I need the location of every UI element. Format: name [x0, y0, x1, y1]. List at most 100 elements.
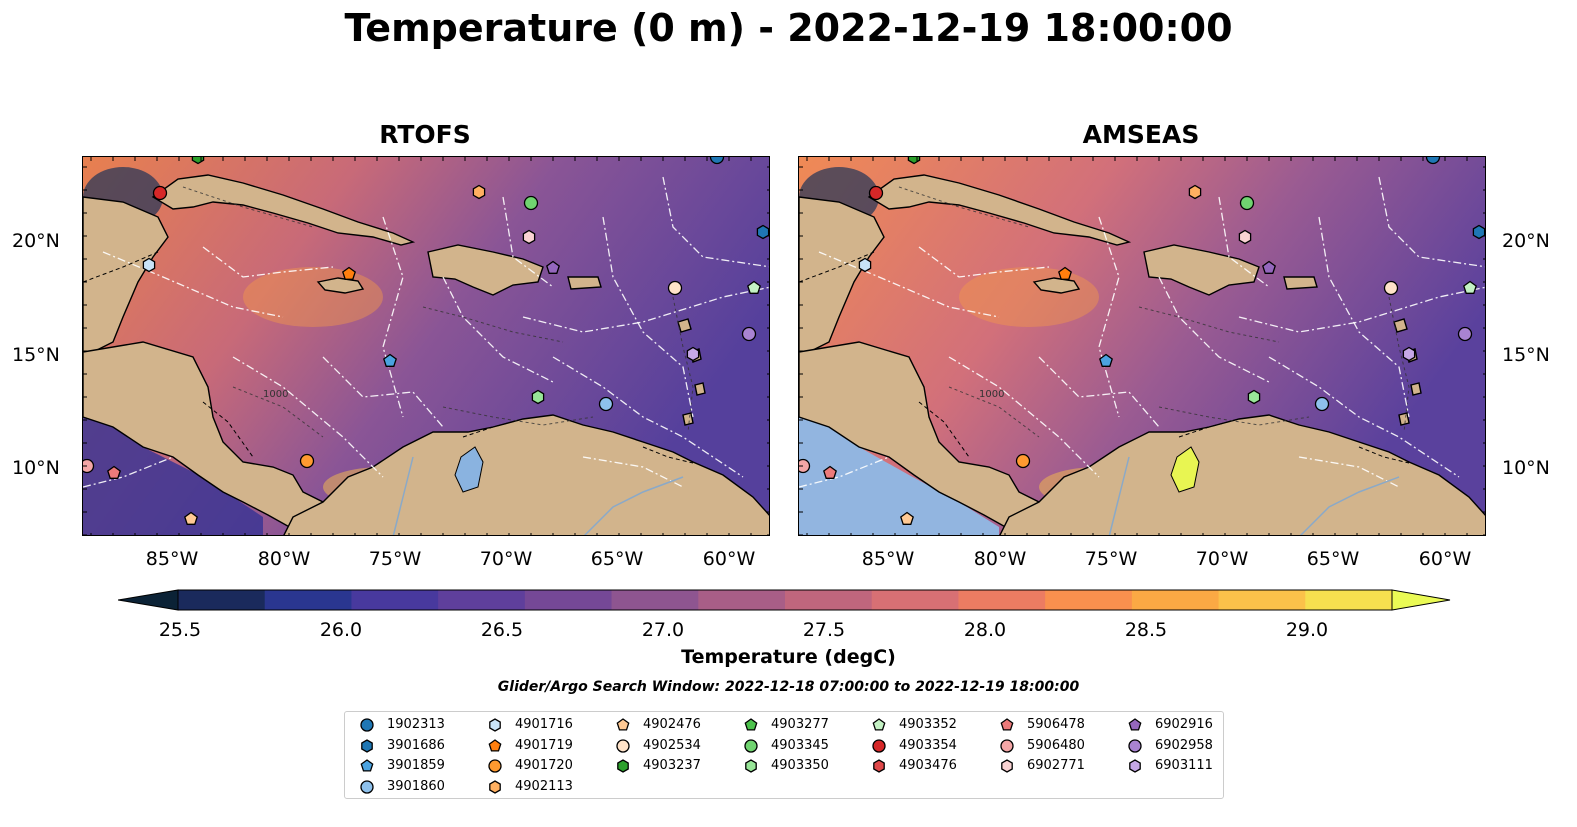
legend-marker-pentagon: [616, 718, 630, 731]
y-tick-label: 15°N: [12, 344, 60, 366]
legend-label: 4901716: [515, 717, 573, 732]
land-mass: [316, 277, 365, 294]
x-tick-label: 75°W: [1084, 548, 1138, 570]
x-tick-label: 60°W: [1418, 548, 1472, 570]
colorbar-tick-label: 29.0: [1285, 619, 1329, 641]
float-marker-3901686: [1472, 224, 1485, 240]
float-marker-1902313: [1425, 157, 1441, 165]
isobath-label: 1000: [979, 389, 1004, 400]
float-marker-4903350: [531, 389, 545, 405]
legend-marker-circle: [1000, 738, 1014, 753]
x-tick-label: 60°W: [702, 548, 756, 570]
x-tick-label: 65°W: [1306, 548, 1360, 570]
panel-title-amseas: AMSEAS: [1082, 120, 1200, 149]
legend-label: 4901719: [515, 737, 573, 753]
legend-marker-hexagon: [745, 759, 757, 773]
colorbar-segment: [958, 590, 1046, 610]
land-mass: [694, 382, 706, 396]
lake-maracaibo: [1170, 446, 1200, 493]
legend-label: 4902476: [643, 717, 701, 732]
x-tick-label: 70°W: [479, 548, 533, 570]
float-legend: 1902313 3901686 3901859 3901860 4901716 49017…: [344, 711, 1224, 799]
float-marker-6902958: [741, 326, 757, 342]
colorbar-tick-label: 27.0: [641, 619, 685, 641]
float-marker-3901686: [756, 224, 769, 240]
map-panel-rtofs: 1000: [82, 156, 770, 536]
legend-marker-circle: [616, 738, 630, 753]
float-marker-5906478: [107, 465, 121, 479]
float-marker-6902916: [546, 260, 560, 274]
colorbar-tick-label: 25.5: [158, 619, 202, 641]
legend-marker-hexagon: [1001, 759, 1013, 773]
legend-label: 4901720: [515, 758, 573, 773]
colorbar-segment: [871, 590, 959, 610]
float-marker-4903352: [1463, 280, 1477, 294]
figure-title: Temperature (0 m) - 2022-12-19 18:00:00: [344, 6, 1233, 50]
x-tick-label: 75°W: [368, 548, 422, 570]
float-marker-4901719: [342, 266, 356, 280]
float-marker-4902113: [1188, 184, 1202, 200]
colorbar-segment: [178, 590, 266, 610]
legend-marker-circle: [744, 738, 758, 753]
float-marker-4903352: [747, 280, 761, 294]
land-mass: [682, 412, 694, 426]
x-tick-label: 85°W: [861, 548, 915, 570]
legend-marker-circle: [872, 738, 886, 753]
float-marker-4903354: [152, 185, 168, 201]
isobath-label: 1000: [263, 389, 288, 400]
float-marker-6902916: [1262, 260, 1276, 274]
legend-marker-circle: [1128, 738, 1142, 753]
land-mass: [1032, 277, 1081, 294]
x-tick-label: 80°W: [257, 548, 311, 570]
land-mass: [1393, 318, 1408, 333]
colorbar-extend-min: [118, 589, 179, 611]
float-marker-4902534: [1383, 280, 1399, 296]
y-tick-label: 10°N: [12, 457, 60, 479]
legend-marker-circle: [488, 759, 502, 773]
legend-label: 5906478: [1027, 717, 1085, 732]
y-tick-label: 15°N: [1502, 344, 1550, 366]
legend-label: 3901859: [387, 758, 445, 773]
land-mass: [427, 244, 544, 296]
colorbar-segment: [785, 590, 873, 610]
legend-marker-pentagon: [488, 738, 502, 752]
float-marker-5906480: [799, 458, 811, 474]
float-marker-6902958: [1457, 326, 1473, 342]
legend-marker-hexagon: [489, 779, 501, 794]
legend-label: 4902113: [515, 778, 573, 794]
legend-label: 4903277: [771, 717, 829, 732]
float-marker-1902313: [709, 157, 725, 165]
float-marker-3901860: [1314, 396, 1330, 412]
colorbar-tick-label: 28.0: [963, 619, 1007, 641]
land-mass: [867, 174, 1132, 246]
float-marker-6902771: [1238, 229, 1252, 245]
colorbar-tick-label: 28.5: [1124, 619, 1168, 641]
float-marker-4903345: [1239, 195, 1255, 211]
legend-label: 4902534: [643, 737, 701, 753]
legend-label: 4903345: [771, 737, 829, 753]
colorbar-tick-label: 26.5: [480, 619, 524, 641]
search-window-text: Glider/Argo Search Window: 2022-12-18 07…: [497, 679, 1080, 695]
land-mass: [283, 414, 769, 535]
lake-maracaibo: [454, 446, 484, 493]
float-marker-4902476: [900, 511, 914, 525]
legend-label: 6902958: [1155, 737, 1213, 753]
float-marker-4902476: [184, 511, 198, 525]
x-tick-label: 80°W: [973, 548, 1027, 570]
legend-marker-hexagon: [361, 738, 373, 753]
legend-marker-hexagon: [873, 759, 885, 773]
legend-marker-hexagon: [489, 718, 501, 732]
float-marker-6902771: [522, 229, 536, 245]
legend-marker-hexagon: [617, 759, 629, 773]
pacific-no-data-area: [799, 387, 999, 535]
float-marker-4903354: [868, 185, 884, 201]
float-marker-3901860: [598, 396, 614, 412]
float-marker-3901859: [383, 353, 397, 367]
float-marker-4901720: [1015, 453, 1031, 469]
float-marker-6903111: [686, 346, 700, 362]
colorbar-tick-label: 26.0: [319, 619, 363, 641]
land-mass: [567, 276, 602, 290]
float-marker-4901720: [299, 453, 315, 469]
legend-marker-hexagon: [1129, 759, 1141, 773]
colorbar-segment: [698, 590, 786, 610]
